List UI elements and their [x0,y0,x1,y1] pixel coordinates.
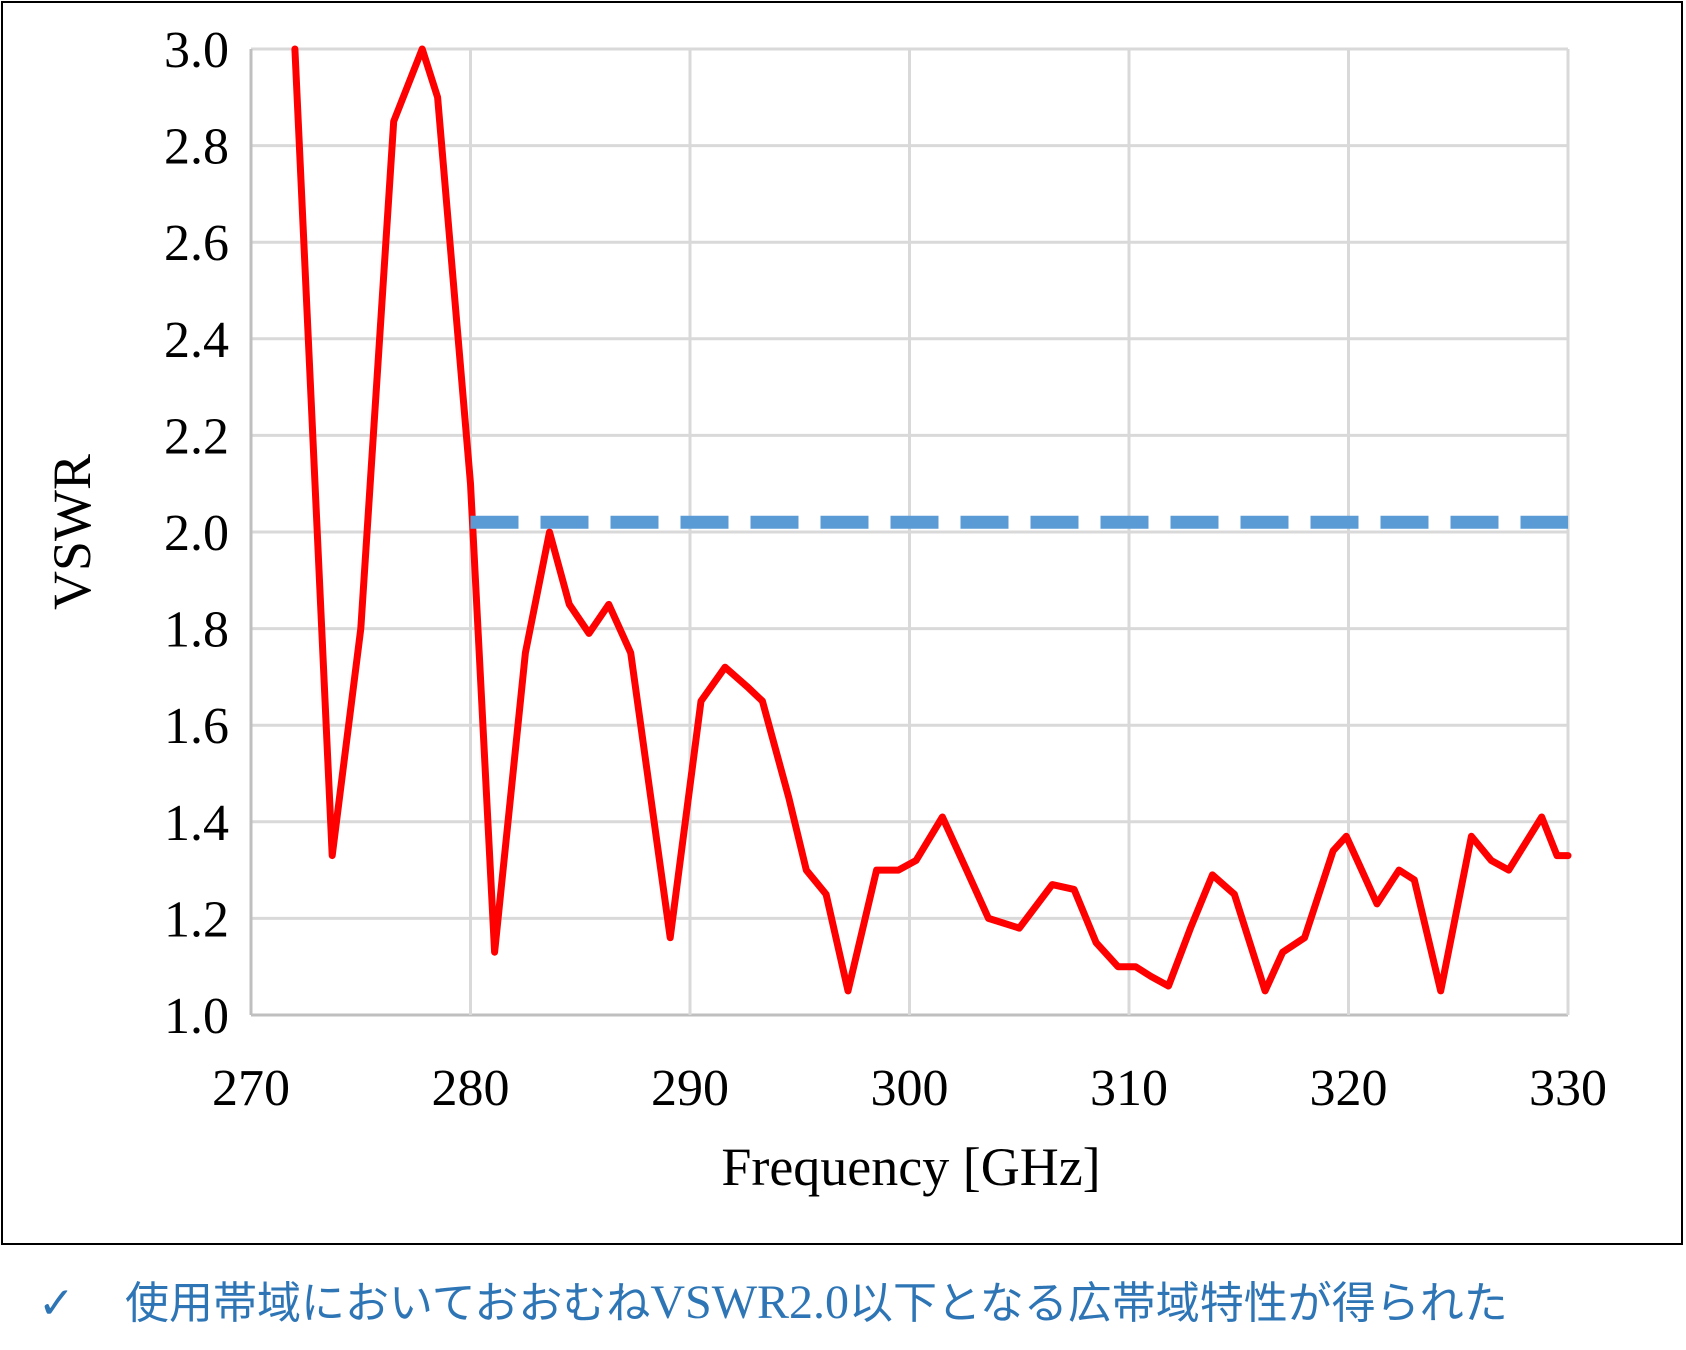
y-tick-label: 1.2 [164,891,229,948]
x-tick-label: 330 [1529,1060,1607,1117]
y-tick-label: 1.0 [164,988,229,1045]
x-axis-label: Frequency [GHz] [721,1137,1100,1197]
y-tick-label: 3.0 [164,22,229,79]
y-tick-label: 2.4 [164,312,229,369]
caption-text: 以下となる広帯域特性が得られた [849,1278,1508,1329]
x-tick-label: 280 [432,1060,510,1117]
x-tick-label: 270 [212,1060,290,1117]
x-tick-label: 310 [1090,1060,1168,1117]
x-tick-label: 320 [1310,1060,1388,1117]
caption-text: VSWR2.0 [650,1276,849,1329]
x-tick-label: 300 [871,1060,949,1117]
y-axis-label: VSWR [42,454,102,610]
caption: ✓ 使用帯域においておおむねVSWR2.0以下となる広帯域特性が得られた [38,1276,1508,1329]
y-tick-label: 2.8 [164,119,229,176]
x-tick-label: 290 [651,1060,729,1117]
caption-text: 使用帯域においておおむね [125,1278,650,1329]
y-tick-label: 1.8 [164,602,229,659]
y-tick-label: 2.0 [164,505,229,562]
y-tick-label: 1.6 [164,698,229,755]
chart-frame [1,1,1683,1245]
data-line [291,45,1572,995]
y-tick-label: 2.6 [164,215,229,272]
y-tick-label: 2.2 [164,408,229,465]
check-mark: ✓ [38,1278,75,1329]
y-tick-label: 1.4 [164,795,229,852]
